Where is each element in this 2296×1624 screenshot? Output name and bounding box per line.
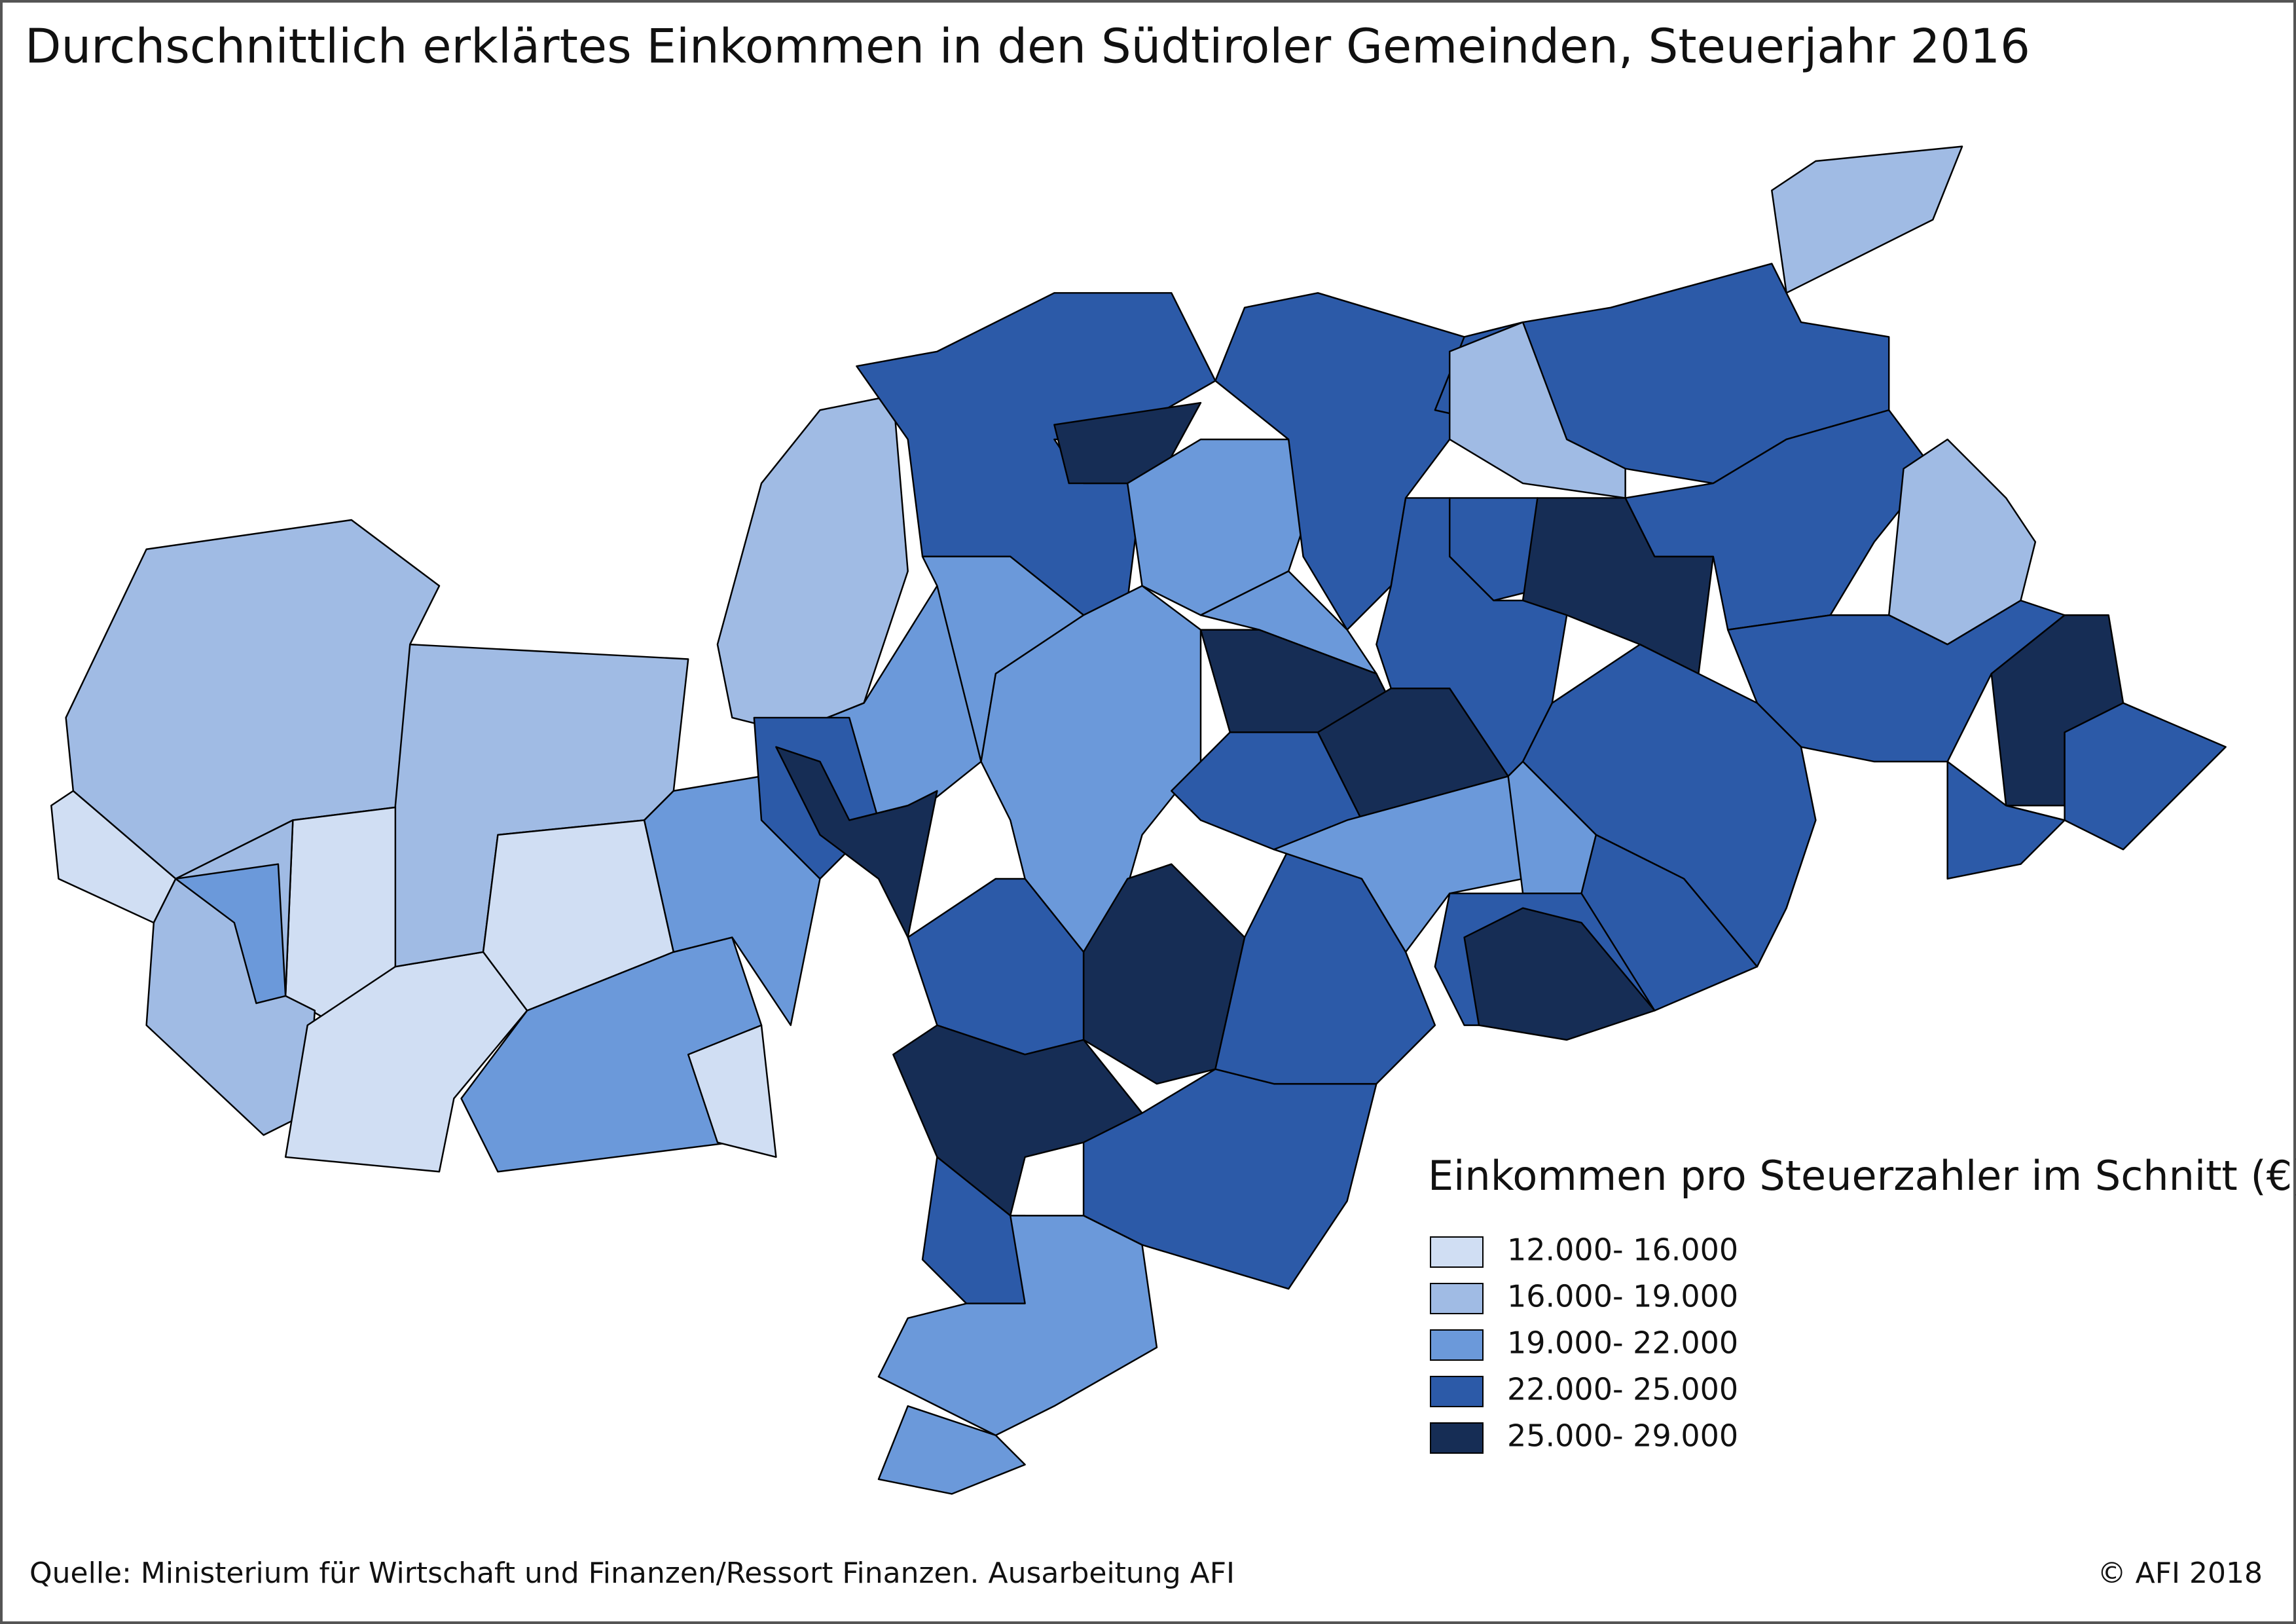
municipality [980,585,1202,953]
legend-swatch [1430,1422,1484,1454]
municipality [1273,775,1524,953]
municipality [1946,760,2066,880]
municipality [1580,834,1758,1012]
municipality [1449,321,1626,499]
municipality [716,394,909,733]
map-title: Durchschnittlich erklärtes Einkommen in … [25,19,2030,74]
municipality [643,775,821,1026]
copyright: © AFI 2018 [2098,1557,2263,1590]
legend-label: 19.000- 22.000 [1507,1325,1738,1361]
legend-swatch [1430,1329,1484,1361]
source-note: Quelle: Ministerium für Wirtschaft und F… [29,1557,1235,1590]
municipality [775,746,938,938]
municipality [877,1215,1158,1437]
legend-swatch [1430,1283,1484,1314]
legend-label: 25.000- 29.000 [1507,1418,1738,1454]
legend-title: Einkommen pro Steuerzahler im Schnitt (€… [1428,1152,2296,1200]
municipality-map [50,145,2227,1495]
municipality [1199,570,1377,675]
legend-label: 22.000- 25.000 [1507,1372,1738,1407]
municipality [1126,438,1304,616]
legend: 12.000- 16.000 16.000- 19.000 19.000- 22.0… [1430,1232,1738,1454]
municipality [2064,702,2227,851]
legend-label: 16.000- 19.000 [1507,1279,1738,1314]
legend-swatch [1430,1376,1484,1407]
municipality [175,863,287,1005]
municipality [687,1024,777,1158]
legend-swatch [1430,1236,1484,1268]
municipality [1771,145,1963,294]
municipality [877,1405,1026,1495]
municipality [1624,409,1934,631]
legend-label: 12.000- 16.000 [1507,1232,1738,1268]
